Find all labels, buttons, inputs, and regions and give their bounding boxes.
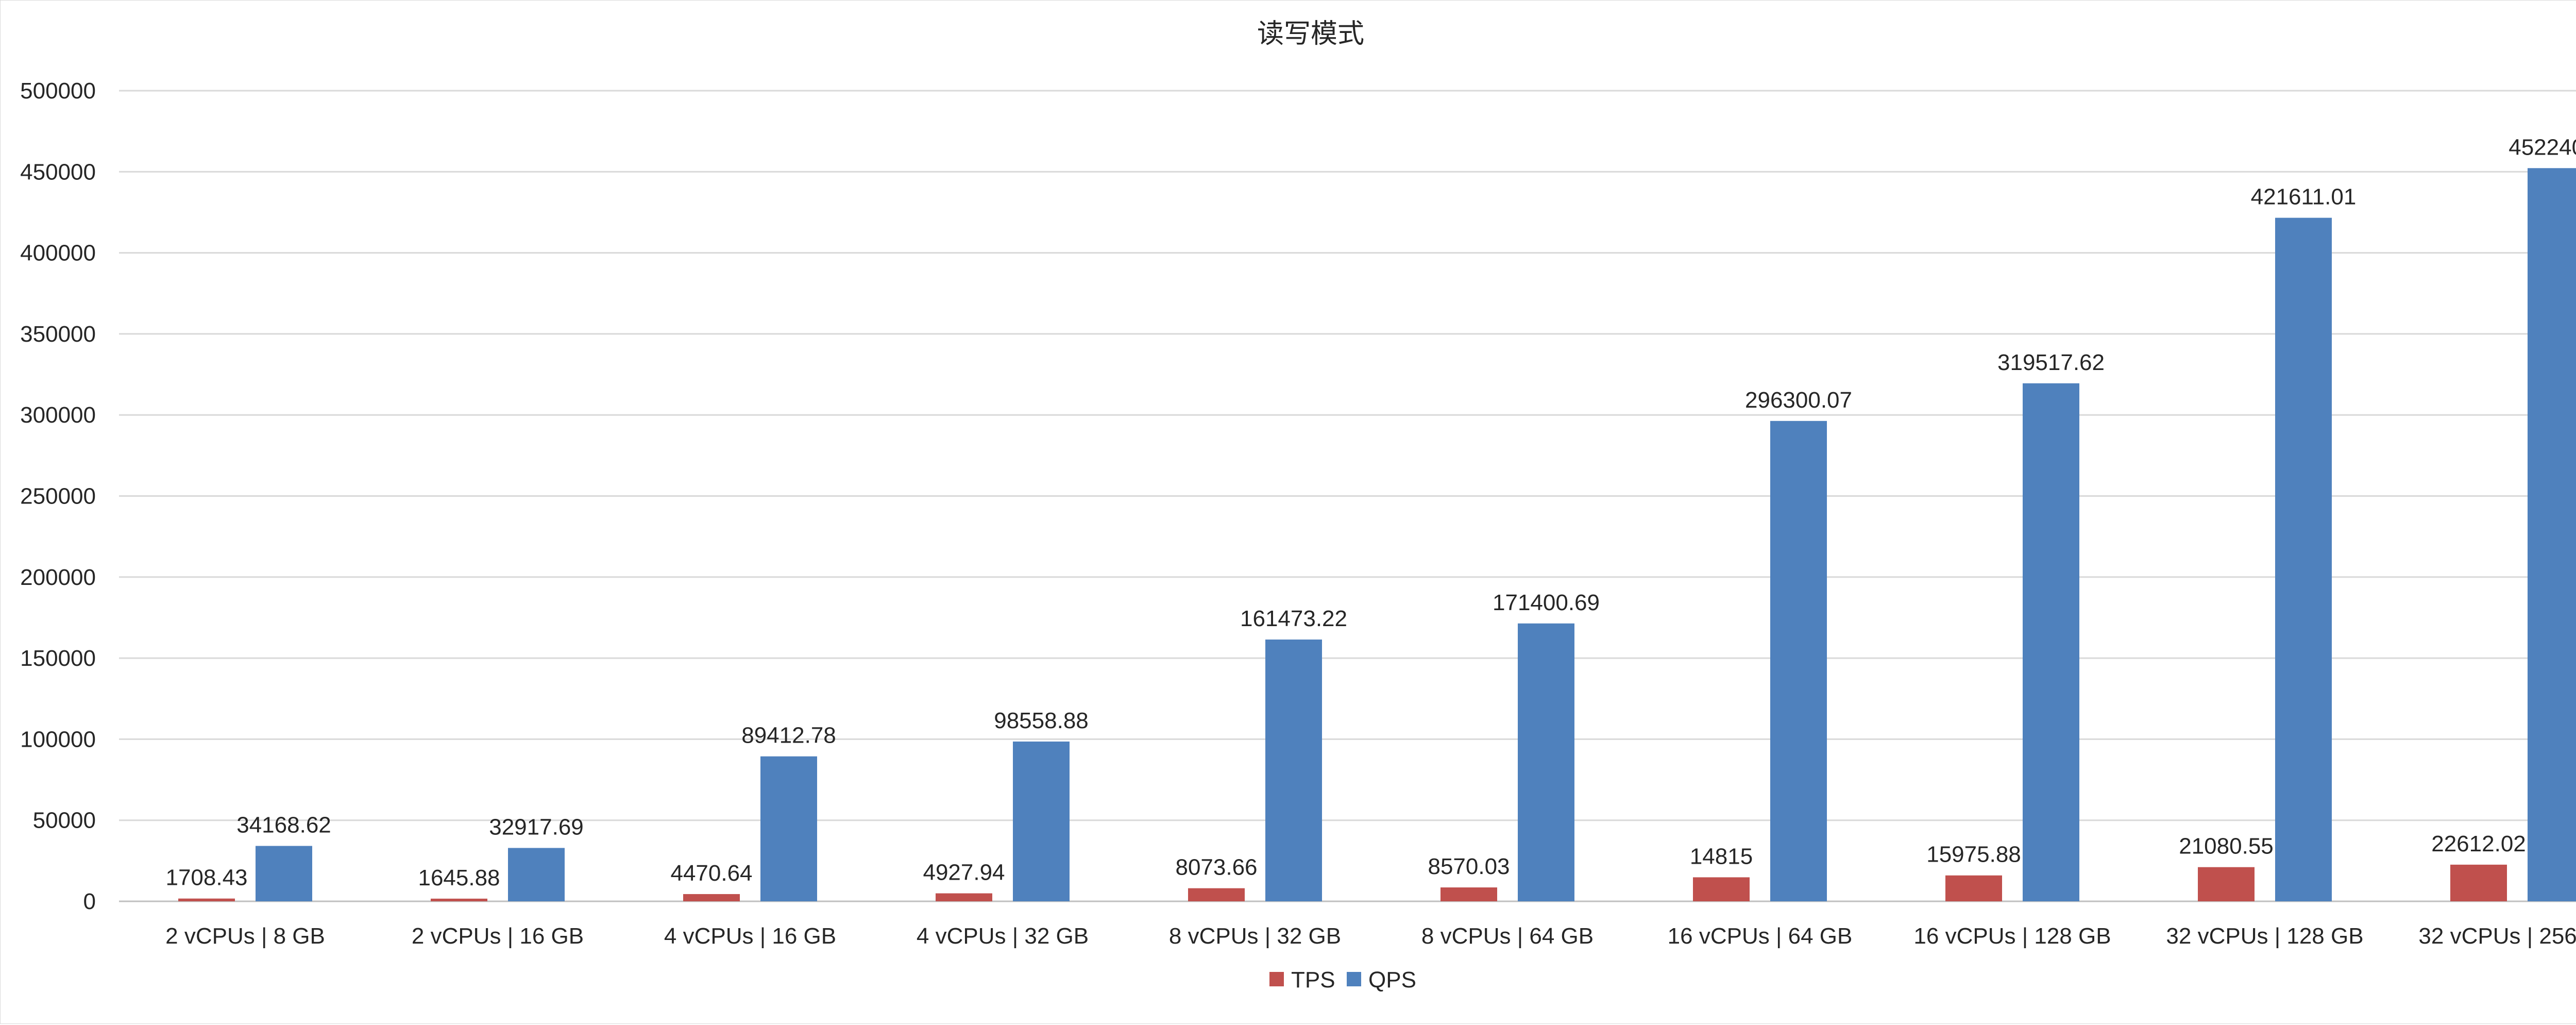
- data-label-tps: 4470.64: [670, 861, 752, 886]
- bar-tps: [1693, 877, 1750, 901]
- data-label-tps: 1645.88: [418, 865, 500, 890]
- y-tick-label: 500000: [20, 78, 96, 104]
- y-tick-label: 450000: [20, 159, 96, 184]
- data-label-qps: 319517.62: [1997, 350, 2105, 375]
- y-tick-label: 50000: [33, 808, 96, 833]
- y-tick-label: 400000: [20, 241, 96, 266]
- x-category-label: 32 vCPUs | 128 GB: [2166, 923, 2363, 949]
- x-category-label: 2 vCPUs | 16 GB: [412, 923, 584, 949]
- data-label-tps: 1708.43: [165, 865, 247, 890]
- x-category-label: 16 vCPUs | 64 GB: [1668, 923, 1853, 949]
- y-tick-label: 350000: [20, 322, 96, 347]
- data-label-qps: 296300.07: [1745, 388, 1852, 413]
- bar-tps: [936, 893, 992, 901]
- bar-tps: [431, 898, 487, 901]
- bars: [178, 168, 2576, 902]
- data-label-qps: 32917.69: [489, 814, 584, 839]
- data-label-qps: 171400.69: [1493, 590, 1600, 615]
- data-label-qps: 452240.5: [2509, 135, 2576, 160]
- x-category-label: 32 vCPUs | 256 GB: [2418, 923, 2576, 949]
- bar-qps: [2023, 383, 2079, 901]
- grid-lines: [119, 90, 2576, 902]
- bar-tps: [2198, 867, 2255, 901]
- bar-qps: [1013, 741, 1070, 901]
- data-label-tps: 14815: [1690, 844, 1753, 869]
- bar-tps: [178, 898, 235, 901]
- data-label-tps: 8073.66: [1175, 855, 1257, 880]
- bar-qps: [2275, 217, 2332, 901]
- legend-label-tps: TPS: [1291, 967, 1335, 993]
- legend: TPS QPS: [1269, 967, 1416, 993]
- data-labels: 1708.43 34168.62 1645.88 32917.69 4470.64 894…: [165, 135, 2576, 890]
- data-label-tps: 22612.02: [2431, 831, 2526, 856]
- bar-qps: [2528, 168, 2576, 902]
- y-tick-label: 250000: [20, 484, 96, 509]
- bar-qps: [1265, 640, 1322, 901]
- x-category-label: 8 vCPUs | 32 GB: [1169, 923, 1341, 949]
- data-label-tps: 15975.88: [1926, 842, 2021, 867]
- x-category-label: 4 vCPUs | 32 GB: [917, 923, 1089, 949]
- y-tick-label: 0: [83, 889, 96, 914]
- legend-swatch-tps: [1269, 972, 1284, 986]
- bar-qps: [508, 848, 565, 901]
- y-tick-label: 300000: [20, 402, 96, 428]
- legend-swatch-qps: [1347, 972, 1361, 986]
- chart-title: 读写模式: [1257, 19, 1364, 49]
- x-category-label: 4 vCPUs | 16 GB: [664, 923, 836, 949]
- bar-tps: [2450, 864, 2507, 901]
- data-label-tps: 8570.03: [1428, 854, 1510, 879]
- x-category-label: 2 vCPUs | 8 GB: [165, 923, 325, 949]
- y-tick-label: 150000: [20, 646, 96, 671]
- x-category-label: 16 vCPUs | 128 GB: [1913, 923, 2111, 949]
- bar-tps: [683, 894, 740, 901]
- data-label-qps: 34168.62: [236, 813, 331, 838]
- bar-tps: [1188, 888, 1245, 901]
- bar-qps: [1770, 421, 1827, 901]
- data-label-qps: 421611.01: [2251, 184, 2357, 210]
- x-category-label: 8 vCPUs | 64 GB: [1421, 923, 1594, 949]
- legend-label-qps: QPS: [1368, 967, 1416, 993]
- bar-tps: [1440, 887, 1497, 901]
- data-label-tps: 21080.55: [2179, 834, 2274, 859]
- bar-qps: [1518, 623, 1574, 901]
- bar-qps: [256, 846, 312, 901]
- y-tick-label: 200000: [20, 565, 96, 590]
- y-axis-ticks: 0 50000 100000 150000 200000 250000 300000 3500…: [20, 78, 96, 914]
- bar-tps: [1945, 875, 2002, 901]
- x-axis-categories: 2 vCPUs | 8 GB 2 vCPUs | 16 GB 4 vCPUs | 1…: [165, 923, 2576, 949]
- data-label-qps: 161473.22: [1240, 606, 1347, 631]
- y-tick-label: 100000: [20, 727, 96, 752]
- data-label-tps: 4927.94: [923, 860, 1005, 885]
- data-label-qps: 98558.88: [994, 708, 1089, 733]
- data-label-qps: 89412.78: [741, 723, 836, 748]
- bar-qps: [760, 756, 817, 901]
